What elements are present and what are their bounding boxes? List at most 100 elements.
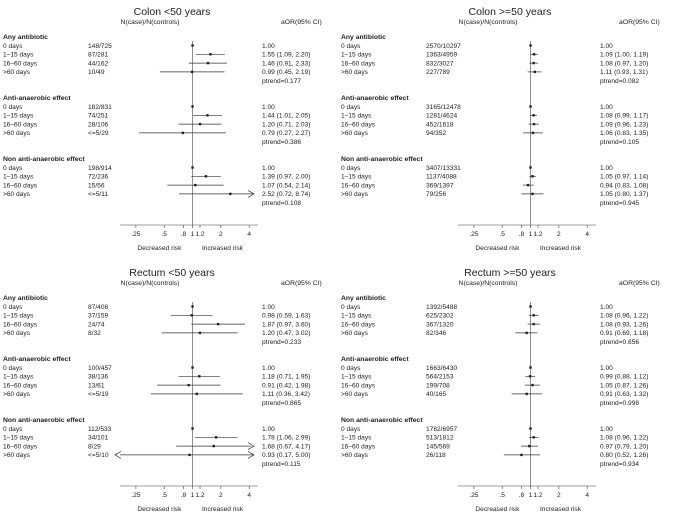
row-label: 0 days (341, 165, 361, 172)
row-case-control-count: 1281/4624 (426, 113, 458, 120)
row-label: 16–60 days (341, 121, 376, 128)
point-estimate (190, 314, 193, 317)
row-label: 0 days (341, 426, 361, 433)
row-label: 0 days (3, 165, 23, 172)
x-tick-label: 1 (191, 492, 195, 499)
row-aor-value: 1.18 (0.71, 1.95) (262, 374, 310, 381)
x-tick-label: 1 (529, 492, 533, 499)
row-case-control-count: 367/1320 (426, 321, 454, 328)
point-estimate (529, 166, 532, 169)
row-aor-value: 1.68 (0.67, 4.17) (262, 443, 310, 450)
increased-risk-label: Increased risk (540, 245, 582, 252)
row-aor-value: 1.05 (0.80, 1.37) (600, 191, 648, 198)
point-estimate (532, 53, 536, 56)
x-tick-label: 1.2 (533, 231, 542, 238)
row-label: >60 days (3, 69, 31, 76)
row-aor-value: 1.11 (0.93, 1.31) (600, 69, 648, 76)
row-aor-value: 0.94 (0.83, 1.08) (600, 182, 648, 189)
x-tick-label: 1.2 (195, 492, 204, 499)
row-aor-value: 0.93 (0.17, 5.00) (262, 452, 310, 459)
row-case-control-count: 82/346 (426, 330, 447, 337)
row-case-control-count: 1782/6957 (426, 426, 458, 433)
x-tick-label: .5 (499, 492, 505, 499)
row-aor-value: 0.91 (0.42, 1.98) (262, 382, 310, 389)
group-heading: Anti-anaerobic effect (341, 356, 409, 363)
row-case-control-count: <=5/19 (88, 391, 109, 398)
ncase-column-header: N(case)/N(controls) (459, 280, 518, 287)
point-estimate (529, 305, 532, 308)
row-aor-value: 1.39 (0.97, 2.00) (262, 174, 310, 181)
panel-title: Rectum <50 years (129, 267, 215, 279)
point-estimate (533, 70, 536, 74)
decreased-risk-label: Decreased risk (475, 245, 520, 252)
group-heading: Non anti-anaerobic effect (341, 156, 423, 163)
row-aor-value: 1.00 (262, 43, 275, 50)
point-estimate (532, 314, 535, 317)
ptrend-value: ptrend=0.656 (600, 339, 639, 346)
x-tick-label: 4 (585, 492, 589, 499)
x-tick-label: .5 (161, 492, 167, 499)
row-case-control-count: 10/49 (88, 69, 105, 76)
point-estimate (206, 61, 210, 65)
point-estimate (529, 105, 532, 108)
row-label: 1–15 days (341, 174, 372, 181)
point-estimate (216, 322, 220, 326)
row-label: >60 days (341, 130, 369, 137)
ptrend-value: ptrend=0.108 (262, 200, 301, 207)
row-aor-value: 1.07 (0.54, 2.14) (262, 182, 310, 189)
point-estimate (526, 183, 530, 187)
row-label: 1–15 days (3, 435, 34, 442)
row-label: 1–15 days (341, 435, 372, 442)
row-case-control-count: 44/162 (88, 60, 109, 67)
point-estimate (191, 44, 194, 47)
point-estimate (528, 375, 532, 378)
row-aor-value: 1.20 (0.71, 2.03) (262, 121, 310, 128)
row-case-control-count: 452/1618 (426, 121, 454, 128)
row-case-control-count: 79/256 (426, 191, 447, 198)
point-estimate (529, 427, 532, 430)
point-estimate (532, 122, 536, 126)
row-aor-value: 2.52 (0.72, 8.74) (262, 191, 310, 198)
point-estimate (209, 53, 212, 56)
aor-column-header: aOR(95% CI) (281, 280, 322, 287)
row-case-control-count: <=5/11 (88, 191, 108, 198)
row-case-control-count: 182/831 (88, 104, 112, 111)
x-tick-label: .8 (519, 231, 525, 238)
point-estimate (520, 453, 523, 457)
row-aor-value: 1.00 (600, 365, 613, 372)
row-case-control-count: 34/101 (88, 435, 109, 442)
row-label: 0 days (3, 365, 23, 372)
row-aor-value: 1.09 (0.96, 1.23) (600, 121, 648, 128)
row-label: 16–60 days (3, 121, 38, 128)
row-label: 1–15 days (3, 52, 34, 59)
row-case-control-count: 3165/12478 (426, 104, 461, 111)
row-case-control-count: 1137/4088 (426, 174, 457, 181)
x-tick-label: .25 (469, 492, 478, 499)
group-heading: Anti-anaerobic effect (341, 95, 409, 102)
point-estimate (525, 392, 528, 396)
aor-column-header: aOR(95% CI) (281, 19, 322, 26)
row-case-control-count: 832/3027 (426, 60, 454, 67)
row-aor-value: 1.08 (0.96, 1.22) (600, 435, 648, 442)
row-label: 0 days (341, 43, 361, 50)
row-aor-value: 0.98 (0.59, 1.63) (262, 313, 310, 320)
group-heading: Non anti-anaerobic effect (3, 156, 85, 163)
panel-title: Colon >=50 years (469, 6, 552, 18)
point-estimate (532, 114, 535, 117)
point-estimate (191, 305, 194, 308)
row-case-control-count: <=5/29 (88, 130, 109, 137)
row-case-control-count: 2570/10297 (426, 43, 461, 50)
ptrend-value: ptrend=0.082 (600, 78, 639, 85)
x-tick-label: .8 (181, 492, 187, 499)
point-estimate (198, 375, 201, 378)
row-case-control-count: 369/1397 (426, 182, 454, 189)
row-case-control-count: 1363/4959 (426, 52, 458, 59)
row-aor-value: 0.79 (0.27, 2.27) (262, 130, 310, 137)
row-case-control-count: 15/56 (88, 182, 105, 189)
row-aor-value: 1.08 (0.99, 1.17) (600, 113, 648, 120)
row-case-control-count: 3407/13331 (426, 165, 461, 172)
point-estimate (529, 366, 532, 369)
